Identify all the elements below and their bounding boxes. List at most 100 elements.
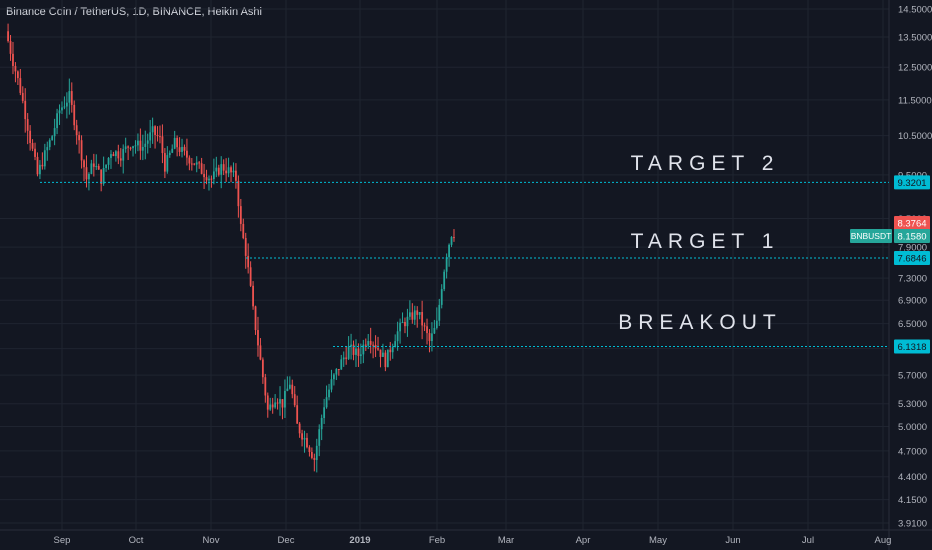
candle-body [68, 91, 71, 103]
candle-body [21, 92, 24, 101]
candle-body [266, 395, 269, 410]
level-price-tag: 6.1318 [897, 342, 926, 353]
candle-body [259, 345, 262, 360]
y-tick-label: 7.3000 [898, 274, 927, 285]
candle-body [261, 359, 264, 378]
candle-body [151, 126, 154, 133]
candle-body [34, 148, 36, 157]
candle-body [340, 359, 343, 370]
candle-body [247, 255, 250, 268]
candle-body [220, 164, 223, 175]
y-tick-label: 3.9100 [898, 519, 927, 530]
candle-body [408, 312, 411, 317]
level-price-tag: 7.6846 [897, 254, 926, 265]
candle-body [288, 384, 291, 389]
candle-body [227, 167, 230, 174]
candle-body [48, 140, 51, 148]
candle-body [372, 344, 375, 346]
candle-body [313, 457, 316, 461]
candle-body [328, 389, 330, 398]
candle-body [70, 91, 73, 105]
candle-body [107, 157, 110, 165]
x-tick-label: Sep [54, 535, 71, 546]
candle-body [193, 163, 196, 165]
candle-body [19, 78, 22, 93]
candle-body [97, 166, 100, 170]
candle-body [347, 346, 350, 359]
candle-body [264, 377, 267, 396]
y-tick-label: 13.5000 [898, 33, 932, 44]
x-tick-label: Mar [498, 535, 514, 546]
y-tick-label: 14.5000 [898, 5, 932, 16]
candle-body [63, 106, 66, 108]
candle-body [154, 126, 156, 135]
y-tick-label: 6.5000 [898, 319, 927, 330]
candle-body [284, 390, 286, 408]
candle-body [374, 344, 377, 349]
candle-body [242, 223, 245, 239]
candle-body [438, 304, 441, 321]
candle-body [161, 136, 164, 154]
candle-body [26, 119, 29, 131]
candle-body [426, 326, 428, 334]
candle-body [369, 341, 372, 345]
candle-body [51, 136, 54, 141]
candle-body [198, 162, 201, 164]
candle-body [122, 149, 125, 161]
candle-body [367, 341, 370, 346]
y-tick-label: 12.5000 [898, 63, 932, 74]
current-price-tag: 8.1580 [897, 232, 926, 243]
candle-body [85, 167, 88, 180]
candle-body [237, 180, 240, 207]
candle-body [239, 206, 242, 224]
candle-body [217, 167, 220, 175]
candle-body [315, 445, 318, 461]
candle-body [448, 244, 450, 258]
candle-body [188, 157, 191, 164]
y-tick-label: 7.9000 [898, 243, 927, 254]
candle-body [335, 369, 338, 375]
y-tick-label: 6.9000 [898, 296, 927, 307]
candle-body [230, 167, 232, 173]
candle-body [146, 140, 149, 144]
level-label-target-2: TARGET 2 [631, 152, 780, 175]
candle-body [31, 142, 34, 149]
candle-body [435, 320, 438, 328]
candle-body [7, 31, 9, 42]
candle-body [431, 333, 433, 342]
candle-body [252, 285, 254, 307]
level-price-tag-bg [894, 251, 930, 266]
candle-body [178, 147, 181, 152]
x-tick-label: Dec [278, 535, 295, 546]
candle-body [350, 344, 352, 347]
candle-body [183, 146, 186, 151]
candle-body [102, 167, 105, 184]
candle-body [61, 107, 63, 111]
candle-body [291, 384, 294, 395]
x-tick-label: Feb [429, 535, 445, 546]
y-tick-label: 10.5000 [898, 131, 932, 142]
candle-body [301, 433, 303, 440]
candle-body [163, 153, 166, 172]
candle-body [173, 137, 176, 149]
candle-body [159, 136, 161, 138]
candle-body [12, 53, 14, 66]
candle-body [210, 178, 213, 180]
candle-body [271, 404, 274, 408]
candle-body [56, 113, 58, 129]
candle-body [100, 169, 103, 184]
candle-body [445, 257, 448, 272]
candle-body [330, 379, 333, 390]
candle-body [276, 402, 279, 404]
candle-body [78, 135, 81, 141]
y-tick-label: 5.7000 [898, 371, 927, 382]
candle-body [384, 352, 387, 368]
current-price-tag: 8.3764 [897, 219, 926, 230]
candle-body [110, 154, 112, 158]
level-label-target-1: TARGET 1 [631, 230, 780, 253]
candle-body [413, 310, 416, 320]
y-tick-label: 5.0000 [898, 422, 927, 433]
candle-body [144, 143, 147, 147]
candle-body [75, 125, 78, 136]
